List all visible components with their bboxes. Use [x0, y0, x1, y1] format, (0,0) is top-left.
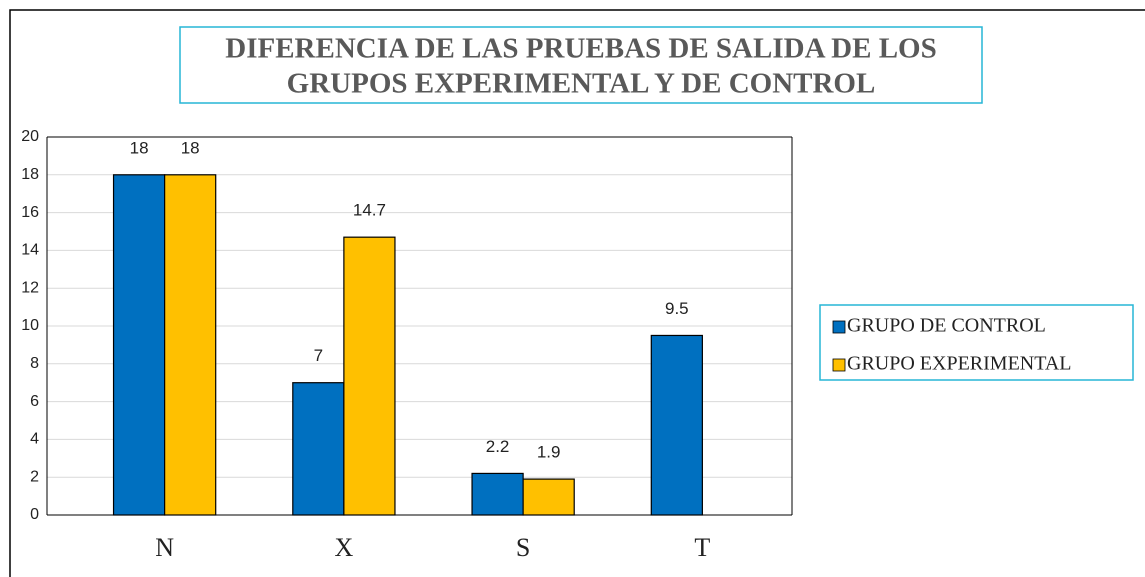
data-label: 14.7 — [353, 201, 386, 220]
bar — [292, 382, 345, 516]
legend-label: GRUPO DE CONTROL — [847, 315, 1046, 337]
chart-title: GRUPOS EXPERIMENTAL Y DE CONTROL — [287, 68, 876, 100]
x-tick-label: T — [694, 533, 710, 562]
y-tick-label: 10 — [21, 317, 39, 334]
y-tick-label: 12 — [21, 279, 39, 296]
chart-border — [9, 9, 1145, 577]
x-tick-label: X — [334, 533, 353, 562]
bar — [650, 334, 703, 516]
y-tick-label: 18 — [21, 166, 39, 183]
y-tick-label: 20 — [21, 128, 39, 145]
bar — [343, 236, 396, 516]
data-label: 7 — [314, 346, 323, 365]
data-label: 2.2 — [486, 437, 510, 456]
y-tick-label: 14 — [21, 242, 39, 259]
bar — [164, 174, 217, 516]
y-tick-label: 4 — [30, 431, 39, 448]
data-label: 18 — [130, 138, 149, 157]
y-tick-label: 6 — [30, 393, 39, 410]
title-box — [179, 26, 983, 104]
y-tick-label: 2 — [30, 468, 39, 485]
y-tick-label: 0 — [30, 506, 39, 523]
legend-box — [819, 304, 1134, 381]
y-tick-label: 8 — [30, 355, 39, 372]
data-label: 18 — [181, 138, 200, 157]
legend-label: GRUPO EXPERIMENTAL — [847, 353, 1072, 375]
data-label: 1.9 — [537, 443, 561, 462]
bar — [112, 174, 166, 516]
bar — [522, 478, 575, 516]
data-label: 9.5 — [665, 299, 689, 318]
y-tick-label: 16 — [21, 204, 39, 221]
x-tick-label: S — [516, 533, 530, 562]
legend-swatch — [832, 320, 846, 334]
x-tick-label: N — [155, 533, 174, 562]
legend-swatch — [832, 358, 846, 372]
chart-title: DIFERENCIA DE LAS PRUEBAS DE SALIDA DE L… — [225, 33, 936, 65]
bar — [471, 472, 524, 516]
